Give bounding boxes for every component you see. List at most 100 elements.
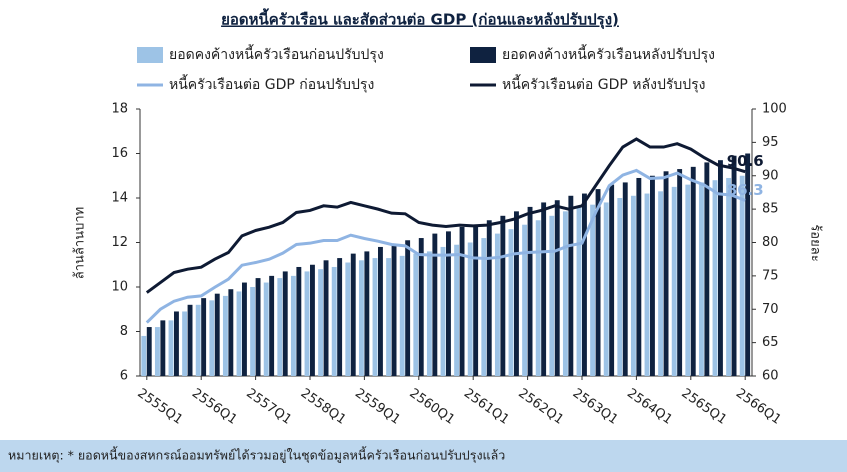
bar bbox=[454, 244, 460, 376]
bar bbox=[486, 220, 492, 376]
bar bbox=[296, 266, 302, 376]
bar bbox=[508, 229, 514, 376]
bar bbox=[418, 238, 424, 376]
x-tick-label: 2557Q1 bbox=[243, 386, 294, 428]
bar bbox=[459, 226, 465, 376]
y-tick-label: 14 bbox=[111, 191, 128, 206]
bar bbox=[568, 195, 574, 376]
bar bbox=[527, 206, 533, 376]
bar bbox=[146, 327, 152, 376]
x-tick-label: 2561Q1 bbox=[461, 386, 512, 428]
bar bbox=[440, 246, 446, 376]
bar bbox=[644, 193, 650, 376]
y-tick-label: 12 bbox=[111, 235, 128, 250]
y-tick-label: 8 bbox=[120, 324, 128, 339]
bar bbox=[182, 311, 188, 376]
bar bbox=[704, 162, 710, 376]
bar bbox=[473, 224, 479, 376]
bar bbox=[323, 260, 329, 376]
legend-label: หนี้ครัวเรือนต่อ GDP ก่อนปรับปรุง bbox=[169, 74, 374, 93]
bar bbox=[331, 266, 337, 376]
bar bbox=[522, 224, 528, 376]
bar bbox=[318, 269, 324, 376]
line bbox=[145, 137, 746, 294]
bar bbox=[337, 258, 343, 376]
bar bbox=[541, 202, 547, 376]
y2-axis-label: ร้อยละ bbox=[808, 224, 823, 261]
legend-label: ยอดคงค้างหนี้ครัวเรือนก่อนปรับปรุง bbox=[169, 44, 384, 63]
bar bbox=[378, 246, 383, 376]
x-tick-label: 2566Q1 bbox=[733, 386, 784, 428]
bar bbox=[250, 287, 256, 376]
bar bbox=[731, 155, 737, 376]
chart-title: ยอดหนี้ครัวเรือน และสัดส่วนต่อ GDP (ก่อน… bbox=[221, 8, 619, 30]
bar bbox=[350, 253, 356, 376]
y2-tick-label: 95 bbox=[762, 135, 779, 150]
y-tick-label: 18 bbox=[111, 102, 128, 117]
bar bbox=[685, 184, 691, 376]
bar bbox=[168, 320, 174, 376]
bar bbox=[690, 166, 696, 376]
bar bbox=[726, 177, 732, 376]
bar bbox=[595, 189, 601, 376]
bar bbox=[549, 215, 555, 376]
bar bbox=[290, 275, 296, 376]
x-tick-label: 2555Q1 bbox=[134, 386, 185, 428]
x-tick-label: 2562Q1 bbox=[515, 386, 566, 428]
bar bbox=[201, 298, 207, 376]
bar bbox=[386, 258, 392, 376]
bar bbox=[426, 251, 432, 376]
y2-tick-label: 85 bbox=[762, 202, 779, 217]
x-tick-label: 2565Q1 bbox=[678, 386, 729, 428]
bar bbox=[446, 231, 451, 376]
bar bbox=[228, 289, 234, 376]
bar bbox=[187, 304, 193, 376]
bar bbox=[622, 182, 628, 376]
bar bbox=[141, 335, 147, 376]
bar bbox=[718, 160, 723, 376]
bar bbox=[467, 242, 473, 376]
y-axis-label: ล้านล้านบาท bbox=[73, 207, 88, 279]
x-tick-label: 2556Q1 bbox=[189, 386, 240, 428]
y2-tick-label: 70 bbox=[762, 302, 779, 317]
bar bbox=[562, 211, 568, 376]
bar bbox=[494, 233, 500, 376]
bar bbox=[671, 186, 677, 376]
bar bbox=[405, 240, 411, 376]
bar bbox=[364, 251, 370, 376]
bar bbox=[514, 211, 519, 376]
bar bbox=[658, 191, 664, 376]
bar bbox=[617, 198, 623, 376]
bar bbox=[372, 258, 378, 376]
y2-tick-label: 65 bbox=[762, 335, 779, 350]
bar bbox=[154, 327, 160, 376]
x-tick-label: 2558Q1 bbox=[298, 386, 349, 428]
line bbox=[145, 168, 746, 324]
bar bbox=[282, 271, 288, 376]
bar bbox=[242, 282, 247, 376]
bar bbox=[677, 169, 683, 376]
bar bbox=[345, 262, 351, 376]
bar bbox=[698, 182, 704, 376]
bar bbox=[481, 238, 487, 376]
bar bbox=[650, 175, 655, 376]
bar bbox=[358, 260, 364, 376]
y2-tick-label: 90 bbox=[762, 168, 779, 183]
bar bbox=[209, 300, 215, 376]
bar bbox=[554, 200, 560, 376]
bar bbox=[255, 278, 261, 376]
bar bbox=[609, 184, 615, 376]
bar bbox=[399, 255, 405, 376]
bar bbox=[310, 264, 315, 376]
y2-tick-label: 80 bbox=[762, 235, 779, 250]
bar bbox=[582, 193, 587, 376]
bar bbox=[391, 244, 397, 376]
x-tick-label: 2564Q1 bbox=[624, 386, 675, 428]
x-tick-label: 2559Q1 bbox=[352, 386, 403, 428]
bar bbox=[214, 293, 220, 376]
bar bbox=[636, 177, 642, 376]
bar bbox=[277, 278, 283, 376]
bar bbox=[500, 215, 506, 376]
bar bbox=[236, 291, 242, 376]
